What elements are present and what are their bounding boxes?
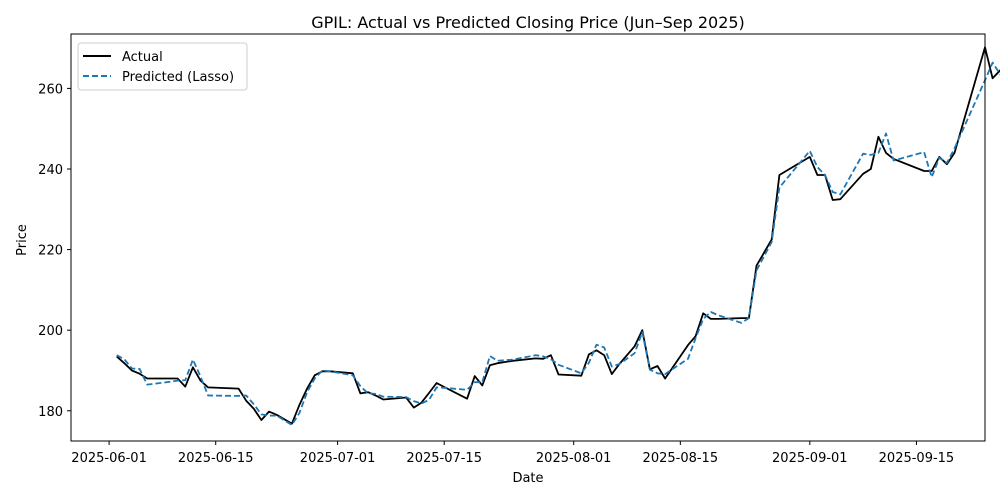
- x-tick-label: 2025-07-01: [300, 451, 376, 466]
- x-tick-label: 2025-08-15: [643, 451, 719, 466]
- x-tick-label: 2025-06-15: [178, 451, 254, 466]
- chart-title: GPIL: Actual vs Predicted Closing Price …: [311, 13, 745, 32]
- plot-area: [116, 46, 1000, 426]
- series-line-actual: [116, 46, 1000, 425]
- x-tick-label: 2025-06-01: [71, 451, 147, 466]
- x-tick-label: 2025-07-15: [406, 451, 482, 466]
- y-tick-label: 260: [38, 82, 63, 97]
- legend-label-actual: Actual: [122, 50, 163, 65]
- legend-box: [77, 42, 248, 91]
- series-line-predicted: [116, 61, 1000, 426]
- x-tick-label: 2025-09-01: [772, 451, 848, 466]
- y-tick-label: 180: [38, 405, 63, 420]
- y-tick-label: 240: [38, 163, 63, 178]
- x-tick-label: 2025-08-01: [536, 451, 612, 466]
- plot-frame: [70, 33, 986, 442]
- x-tick-label: 2025-09-15: [879, 451, 955, 466]
- y-tick-label: 200: [38, 324, 63, 339]
- x-axis: 2025-06-01 2025-06-15 2025-07-01 2025-07-15…: [71, 441, 954, 466]
- y-axis-label: Price: [15, 224, 30, 256]
- y-axis: 180 200 220 240 260: [38, 82, 71, 420]
- x-axis-label: Date: [512, 471, 543, 486]
- legend: Actual Predicted (Lasso): [77, 42, 248, 91]
- y-tick-label: 220: [38, 244, 63, 259]
- legend-label-predicted: Predicted (Lasso): [122, 70, 234, 85]
